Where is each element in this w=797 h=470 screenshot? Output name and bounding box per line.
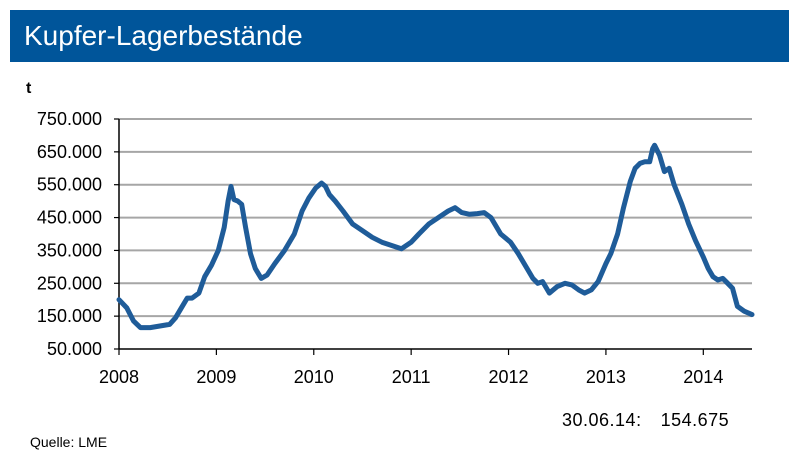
x-tick-label: 2009 (196, 367, 236, 387)
y-tick-label: 750.000 (37, 109, 102, 129)
series-group (116, 142, 755, 331)
y-tick-label: 50.000 (47, 339, 102, 359)
source-note: Quelle: LME (30, 434, 108, 450)
x-tick-label: 2011 (392, 367, 431, 387)
x-tick-label: 2013 (586, 367, 626, 387)
y-tick-label: 250.000 (37, 273, 102, 293)
x-tick-labels: 2008 2009 2010 2011 2012 2013 2014 (99, 367, 723, 387)
y-axis-unit-label: t (26, 80, 32, 97)
chart-title: Kupfer-Lagerbestände (10, 10, 789, 62)
series-line (116, 142, 755, 331)
latest-value-number: 154.675 (660, 410, 730, 430)
x-tick-label: 2008 (99, 367, 139, 387)
latest-value-annotation: 30.06.14: 154.675 (562, 410, 729, 431)
y-tick-label: 350.000 (37, 240, 102, 260)
y-tick-label: 150.000 (37, 306, 102, 326)
y-tick-labels: 50.000 150.000 250.000 350.000 450.000 550.00… (37, 109, 102, 359)
y-tick-label: 550.000 (37, 175, 102, 195)
x-tick-label: 2014 (683, 367, 723, 387)
latest-value-date: 30.06.14: (562, 410, 642, 430)
x-tick-label: 2010 (294, 367, 334, 387)
x-tick-label: 2012 (489, 367, 529, 387)
y-tick-label: 450.000 (37, 208, 102, 228)
x-axis (114, 118, 752, 355)
y-tick-label: 650.000 (37, 142, 102, 162)
